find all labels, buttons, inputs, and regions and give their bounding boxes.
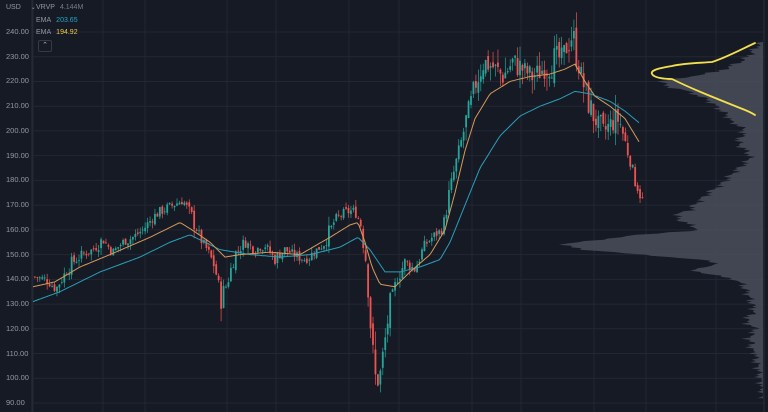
- candlestick-series: [34, 12, 644, 393]
- price-tick-label: 180.00: [6, 175, 29, 185]
- legend-value: 203.65: [56, 17, 78, 24]
- legend-value: 4.144M: [59, 4, 84, 11]
- ema-slow-line: [32, 90, 640, 303]
- volume-profile: [558, 41, 763, 399]
- legend-vrvp[interactable]: VRVP 4.144M: [36, 4, 83, 11]
- collapse-legend-button[interactable]: ⌃: [38, 40, 52, 52]
- price-tick-label: 230.00: [6, 51, 29, 61]
- price-tick-label: 210.00: [6, 101, 29, 111]
- legend-name: VRVP: [36, 4, 55, 11]
- price-tick-label: 90.00: [6, 398, 25, 407]
- chevron-down-icon: ⌄: [30, 5, 36, 11]
- legend-ema-fast[interactable]: EMA 194.92: [36, 29, 78, 36]
- currency-label: USD: [6, 4, 21, 11]
- price-tick-label: 160.00: [6, 224, 29, 234]
- price-tick-label: 200.00: [6, 125, 29, 135]
- price-tick-label: 220.00: [6, 76, 29, 86]
- price-tick-label: 140.00: [6, 274, 29, 284]
- chevron-up-icon: ⌃: [42, 42, 48, 49]
- legend-value: 194.92: [56, 29, 78, 36]
- ema-fast-line: [32, 63, 640, 288]
- legend-ema-slow[interactable]: EMA 203.65: [36, 17, 78, 24]
- chart-grid: [32, 0, 764, 412]
- price-tick-label: 240.00: [6, 27, 29, 36]
- yellow-annotation-line: [650, 42, 756, 116]
- price-tick-label: 120.00: [6, 323, 29, 333]
- legend-name: EMA: [36, 17, 52, 24]
- price-tick-label: 110.00: [6, 348, 29, 358]
- price-tick-label: 100.00: [6, 373, 29, 383]
- price-tick-label: 150.00: [6, 249, 29, 259]
- price-tick-label: 190.00: [6, 150, 29, 160]
- price-tick-label: 130.00: [6, 299, 29, 309]
- price-tick-label: 170.00: [6, 200, 29, 210]
- currency-selector[interactable]: USD ⌄: [6, 4, 36, 11]
- legend-name: EMA: [36, 29, 52, 36]
